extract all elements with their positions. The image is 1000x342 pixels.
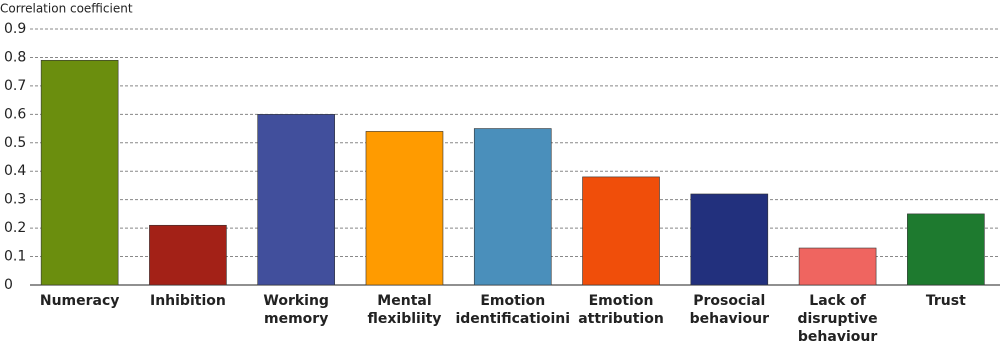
bar bbox=[257, 114, 335, 286]
x-tick-line: flexibliity bbox=[368, 311, 442, 327]
x-tick-line: Mental bbox=[377, 293, 431, 309]
y-tick-label: 0 bbox=[4, 277, 13, 293]
y-axis-title: Correlation coefficient bbox=[0, 2, 133, 16]
x-tick-label: Mental flexibliity bbox=[368, 293, 442, 327]
x-tick-label: Prosocial behaviour bbox=[690, 293, 769, 327]
bar bbox=[582, 176, 660, 286]
x-tick-line: behaviour bbox=[690, 311, 769, 327]
y-tick-label: 0.9 bbox=[4, 21, 26, 37]
x-tick-line: Emotion bbox=[480, 293, 545, 309]
bar bbox=[40, 59, 119, 286]
x-tick-label: Inhibition bbox=[150, 293, 226, 309]
bar bbox=[473, 128, 552, 286]
y-tick-label: 0.6 bbox=[4, 106, 26, 122]
bar bbox=[690, 193, 769, 286]
x-tick-line: behaviour bbox=[798, 329, 877, 342]
x-tick-label: Lack of disruptive behaviour bbox=[797, 293, 877, 342]
bar bbox=[149, 224, 227, 286]
bar bbox=[365, 131, 444, 286]
x-tick-line: identificatioini bbox=[455, 311, 570, 327]
x-tick-label: Emotion identificatioini bbox=[455, 293, 570, 327]
y-tick-label: 0.3 bbox=[4, 192, 26, 208]
x-tick-line: Working bbox=[263, 293, 329, 309]
x-tick-line: disruptive bbox=[797, 311, 877, 327]
x-tick-line: Emotion bbox=[589, 293, 654, 309]
y-tick-label: 0.4 bbox=[4, 163, 26, 179]
x-tick-line: Lack of bbox=[809, 293, 866, 309]
y-tick-label: 0.8 bbox=[4, 49, 26, 65]
y-tick-label: 0.7 bbox=[4, 78, 26, 94]
x-tick-label: Emotion attribution bbox=[578, 293, 664, 327]
bar bbox=[907, 213, 985, 286]
x-tick-line: Numeracy bbox=[40, 293, 120, 309]
y-tick-label: 0.5 bbox=[4, 135, 26, 151]
y-tick-label: 0.2 bbox=[4, 220, 26, 236]
x-tick-line: Inhibition bbox=[150, 293, 226, 309]
bar bbox=[798, 247, 877, 286]
x-tick-label: Trust bbox=[926, 293, 966, 309]
x-tick-line: memory bbox=[264, 311, 328, 327]
x-tick-line: Prosocial bbox=[693, 293, 765, 309]
y-tick-label: 0.1 bbox=[4, 249, 26, 265]
x-tick-label: Numeracy bbox=[40, 293, 120, 309]
x-tick-line: attribution bbox=[578, 311, 664, 327]
x-tick-label: Working memory bbox=[263, 293, 329, 327]
x-tick-line: Trust bbox=[926, 293, 966, 309]
